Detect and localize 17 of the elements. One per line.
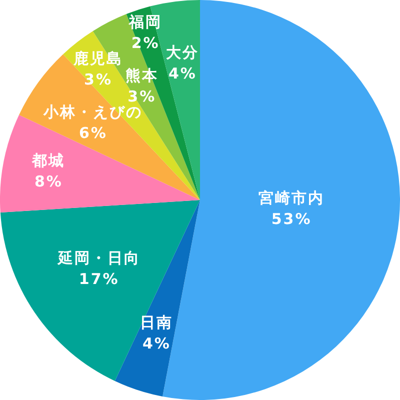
slice-label: 日南 — [140, 314, 174, 332]
slice-label: 延岡・日向 — [56, 249, 140, 268]
data-label: 8% — [34, 172, 63, 191]
slice-label: 宮崎市内 — [258, 189, 325, 208]
slice-label: 小林・えびの — [42, 102, 143, 121]
data-label: 17% — [78, 270, 120, 288]
data-label: 3% — [128, 87, 156, 106]
data-label: 53% — [271, 210, 312, 228]
data-label: 4% — [142, 334, 171, 353]
data-label: 2% — [131, 34, 160, 52]
data-label: 3% — [84, 70, 112, 88]
slice-label: 福岡 — [128, 13, 162, 32]
slice-label: 鹿児島 — [72, 49, 124, 68]
slice-label: 都城 — [31, 152, 66, 170]
data-label: 6% — [78, 124, 108, 142]
data-label: 4% — [168, 64, 197, 83]
slice-label: 大分 — [166, 44, 200, 62]
